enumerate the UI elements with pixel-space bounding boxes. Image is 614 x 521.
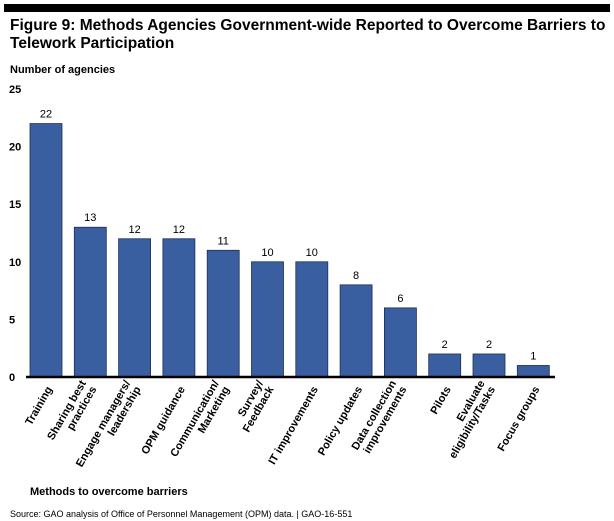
- bar: [118, 238, 151, 378]
- x-tick-label: Pilots: [428, 385, 453, 417]
- bar-value-label: 1: [530, 350, 536, 362]
- bar-value-label: 2: [486, 339, 492, 351]
- bar-value-label: 10: [261, 247, 273, 259]
- y-tick-label: 10: [9, 257, 21, 269]
- bar-value-label: 2: [442, 339, 448, 351]
- x-tick-label-line: IT improvements: [266, 385, 320, 467]
- y-tick-label: 0: [9, 372, 15, 384]
- x-tick-label: IT improvements: [266, 385, 320, 467]
- bar: [339, 284, 373, 378]
- bar-value-label: 6: [397, 293, 403, 305]
- x-axis-label: Methods to overcome barriers: [30, 486, 188, 498]
- bar-value-label: 10: [306, 247, 318, 259]
- bar-value-label: 22: [40, 109, 52, 121]
- bar: [295, 261, 329, 378]
- figure-top-rule: [4, 4, 610, 12]
- bar: [383, 307, 417, 378]
- x-tick-label-line: Training: [23, 385, 55, 428]
- source-note: Source: GAO analysis of Office of Person…: [10, 509, 353, 519]
- x-tick-label-line: Focus groups: [496, 385, 543, 454]
- bar-value-label: 11: [217, 235, 228, 247]
- y-tick-label: 5: [9, 314, 15, 326]
- bar: [516, 365, 550, 378]
- x-tick-label-line: Pilots: [428, 385, 453, 417]
- y-axis-label: Number of agencies: [10, 64, 116, 76]
- y-tick-label: 20: [9, 142, 21, 154]
- bar: [472, 353, 506, 378]
- bar: [29, 123, 63, 378]
- x-tick-label: Focus groups: [496, 385, 543, 454]
- x-tick-label: Training: [23, 385, 55, 428]
- bar: [73, 226, 107, 378]
- figure-title: Figure 9: Methods Agencies Government-wi…: [10, 17, 606, 52]
- bar-value-label: 8: [353, 270, 359, 282]
- bar: [206, 249, 240, 378]
- bar: [251, 261, 284, 378]
- bar-value-label: 13: [84, 212, 96, 224]
- y-tick-label: 25: [9, 84, 21, 96]
- bar: [428, 353, 462, 378]
- y-tick-label: 15: [9, 199, 21, 211]
- x-tick-label: Survey/Feedback: [236, 379, 277, 435]
- bar: [162, 238, 196, 378]
- bar-value-label: 12: [128, 224, 140, 236]
- bar-value-label: 12: [173, 224, 185, 236]
